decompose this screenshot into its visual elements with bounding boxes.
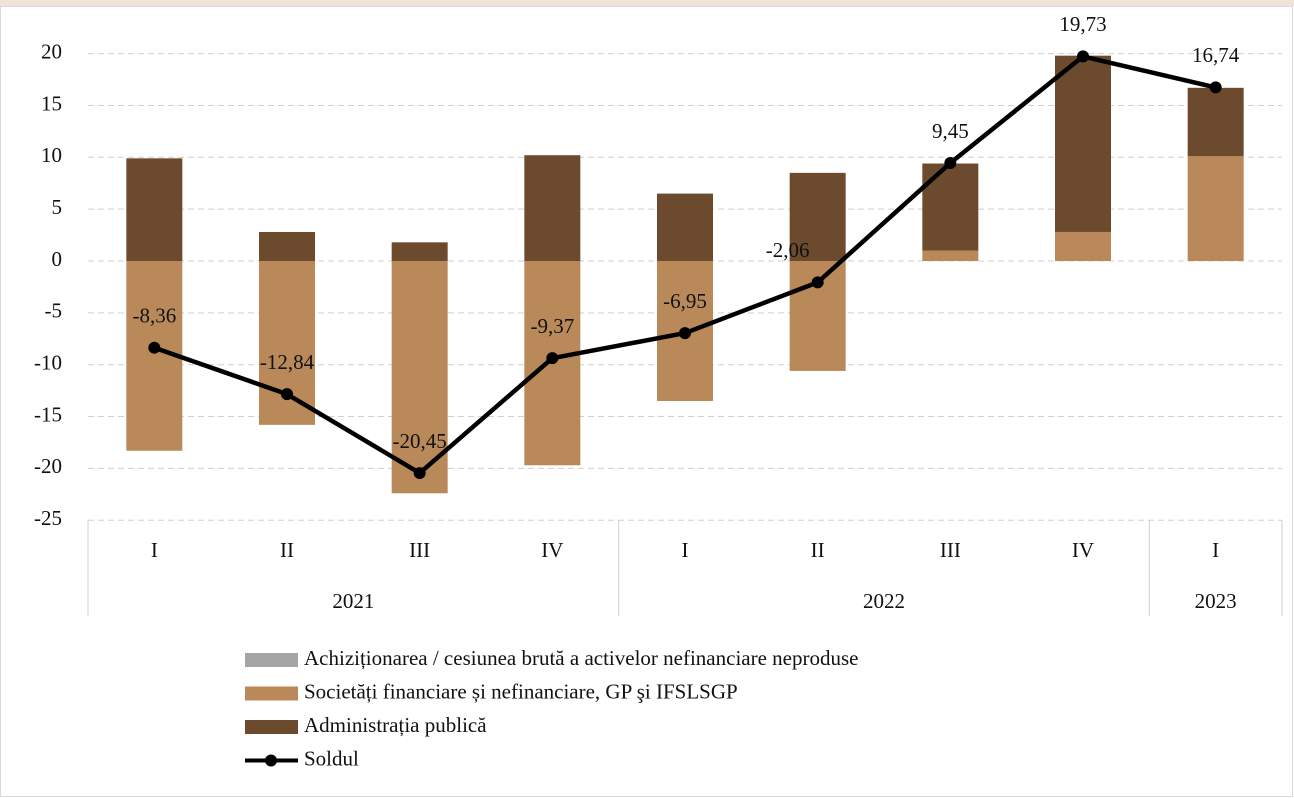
- y-tick-label: 5: [52, 195, 63, 219]
- legend-swatch: [265, 754, 277, 767]
- data-label: -12,84: [260, 350, 315, 374]
- bar: [789, 172, 846, 261]
- frame: [0, 6, 1293, 797]
- bar: [1055, 231, 1111, 261]
- bar: [922, 250, 979, 261]
- group-label: 2022: [863, 589, 905, 613]
- data-label: -6,95: [663, 289, 707, 313]
- x-tick-label: IV: [541, 538, 563, 562]
- bar: [391, 242, 448, 261]
- data-label: -8,36: [132, 304, 176, 328]
- x-tick-label: III: [940, 538, 961, 562]
- y-tick-label: 20: [41, 39, 62, 63]
- bar: [1187, 156, 1244, 261]
- data-label: 9,45: [932, 119, 969, 143]
- bar: [1055, 55, 1111, 232]
- bar: [657, 193, 713, 261]
- group-label: 2023: [1195, 589, 1237, 613]
- y-tick-label: 10: [41, 143, 62, 167]
- legend-label: Societăți financiare și nefinanciare, GP…: [304, 679, 738, 703]
- bar: [1187, 87, 1244, 157]
- x-tick-label: II: [811, 538, 825, 562]
- legend-swatch: [245, 720, 298, 734]
- x-tick-label: I: [151, 538, 158, 562]
- data-label: -20,45: [393, 429, 447, 453]
- top-strip: [0, 0, 1294, 6]
- line-point: [148, 341, 161, 354]
- line-point: [679, 327, 691, 340]
- data-label: 19,73: [1059, 12, 1106, 36]
- legend-swatch: [245, 653, 298, 667]
- bar: [922, 163, 979, 251]
- x-tick-label: II: [280, 538, 294, 562]
- y-tick-label: 15: [41, 91, 62, 115]
- legend-label: Administrația publică: [304, 713, 487, 737]
- line-point: [413, 467, 426, 480]
- y-tick-label: -25: [34, 506, 62, 530]
- legend-label: Achiziționarea / cesiunea brută a active…: [304, 646, 858, 670]
- legend-label: Soldul: [304, 746, 359, 770]
- y-tick-label: -10: [34, 351, 62, 375]
- bar: [259, 261, 315, 425]
- data-label: 16,74: [1192, 43, 1240, 67]
- bar: [524, 155, 581, 261]
- bar: [126, 158, 183, 261]
- line-point: [944, 157, 957, 170]
- data-label: -9,37: [530, 314, 574, 338]
- y-tick-label: -5: [45, 299, 63, 323]
- y-tick-label: 0: [52, 247, 63, 271]
- x-tick-label: IV: [1072, 538, 1094, 562]
- legend-swatch: [245, 686, 298, 701]
- line-point: [1077, 50, 1089, 63]
- line-point: [281, 388, 293, 401]
- data-label: -2,06: [766, 238, 810, 262]
- line-point: [1209, 81, 1222, 94]
- y-tick-label: -20: [34, 454, 62, 478]
- x-tick-label: I: [682, 538, 689, 562]
- y-tick-label: -15: [34, 402, 62, 426]
- x-tick-label: I: [1212, 538, 1219, 562]
- line-point: [811, 276, 824, 289]
- line-point: [546, 352, 559, 365]
- x-tick-label: III: [409, 538, 430, 562]
- bar: [259, 231, 315, 261]
- group-label: 2021: [332, 589, 374, 613]
